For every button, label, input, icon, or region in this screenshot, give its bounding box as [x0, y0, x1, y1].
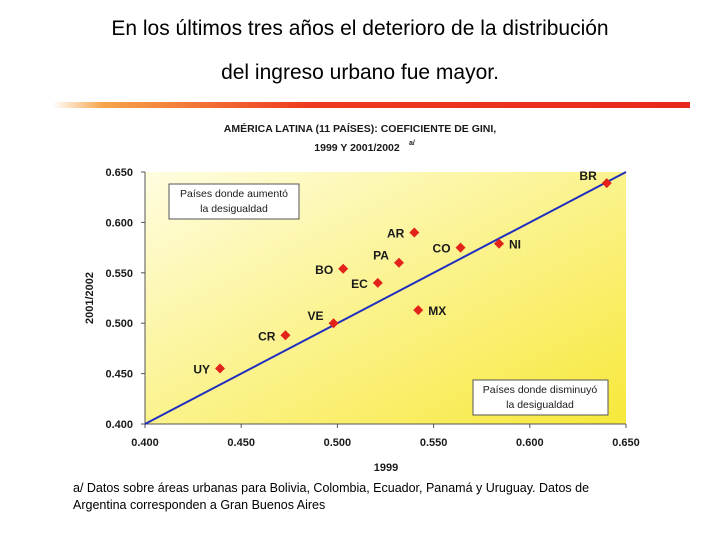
y-axis-label: 2001/2002 — [84, 272, 96, 324]
point-label-bo: BO — [315, 263, 333, 277]
data-points: UY CR VE BO EC PA AR MX CO NI BR — [193, 169, 612, 377]
point-co — [455, 242, 466, 253]
chart-title-line2: 1999 Y 2001/2002 — [314, 142, 400, 154]
x-tick-label: 0.650 — [612, 437, 640, 449]
point-label-ec: EC — [351, 277, 368, 291]
accent-divider — [52, 102, 690, 108]
y-tick-label: 0.650 — [105, 167, 133, 179]
point-mx — [413, 305, 424, 316]
annotation-worsened: Países donde aumentó la desigualdad — [168, 183, 300, 220]
slide-title-line1: En los últimos tres años el deterioro de… — [111, 17, 609, 40]
y-tick-label: 0.400 — [105, 419, 133, 431]
y-tick-label: 0.500 — [105, 318, 133, 330]
equality-diagonal — [144, 171, 627, 425]
footnote-line1: a/ Datos sobre áreas urbanas para Bolivi… — [73, 481, 590, 495]
point-label-ni: NI — [509, 238, 521, 252]
point-ve — [328, 318, 339, 329]
y-tick-label: 0.450 — [105, 369, 133, 381]
y-tick-label: 0.550 — [105, 268, 133, 280]
point-ar — [409, 227, 420, 238]
x-tick-label: 0.450 — [227, 437, 255, 449]
point-label-co: CO — [433, 242, 451, 256]
point-ni — [494, 238, 505, 249]
point-uy — [215, 363, 226, 374]
chart-title-note: a/ — [409, 140, 415, 147]
annotation-worsened-line1: Países donde aumentó — [180, 188, 288, 200]
point-bo — [338, 263, 349, 274]
x-tick-label: 0.500 — [324, 437, 352, 449]
point-cr — [280, 330, 291, 341]
point-label-mx: MX — [428, 304, 446, 318]
chart-title-line1: AMÉRICA LATINA (11 PAÍSES): COEFICIENTE … — [224, 122, 497, 135]
x-tick-label: 0.400 — [131, 437, 159, 449]
slide-title-line2: del ingreso urbano fue mayor. — [221, 61, 499, 84]
footnote-line2: Argentina corresponden a Gran Buenos Air… — [73, 498, 326, 512]
x-axis-label: 1999 — [374, 462, 398, 474]
gini-scatter-chart: AMÉRICA LATINA (11 PAÍSES): COEFICIENTE … — [84, 122, 640, 474]
annotation-improved-line2: la desigualdad — [506, 399, 574, 411]
point-pa — [393, 257, 404, 268]
point-label-ve: VE — [308, 309, 324, 323]
tick-labels: 0.400 0.450 0.500 0.550 0.600 0.650 0.400 0.450… — [105, 167, 639, 449]
annotation-box — [168, 183, 300, 220]
point-label-pa: PA — [373, 249, 389, 263]
annotation-box — [472, 379, 609, 416]
x-tick-label: 0.550 — [420, 437, 448, 449]
footnote: a/ Datos sobre áreas urbanas para Bolivi… — [73, 480, 673, 514]
y-tick-label: 0.600 — [105, 217, 133, 229]
x-tick-label: 0.600 — [516, 437, 544, 449]
axes — [144, 172, 626, 425]
point-br — [601, 178, 612, 189]
point-label-br: BR — [579, 169, 597, 183]
annotation-improved: Países donde disminuyó la desigualdad — [472, 379, 609, 416]
point-label-ar: AR — [387, 226, 405, 240]
point-label-cr: CR — [258, 329, 276, 343]
point-label-uy: UY — [193, 363, 210, 377]
point-ec — [372, 277, 383, 288]
annotation-worsened-line2: la desigualdad — [200, 203, 268, 215]
annotation-improved-line1: Países donde disminuyó — [483, 384, 598, 396]
